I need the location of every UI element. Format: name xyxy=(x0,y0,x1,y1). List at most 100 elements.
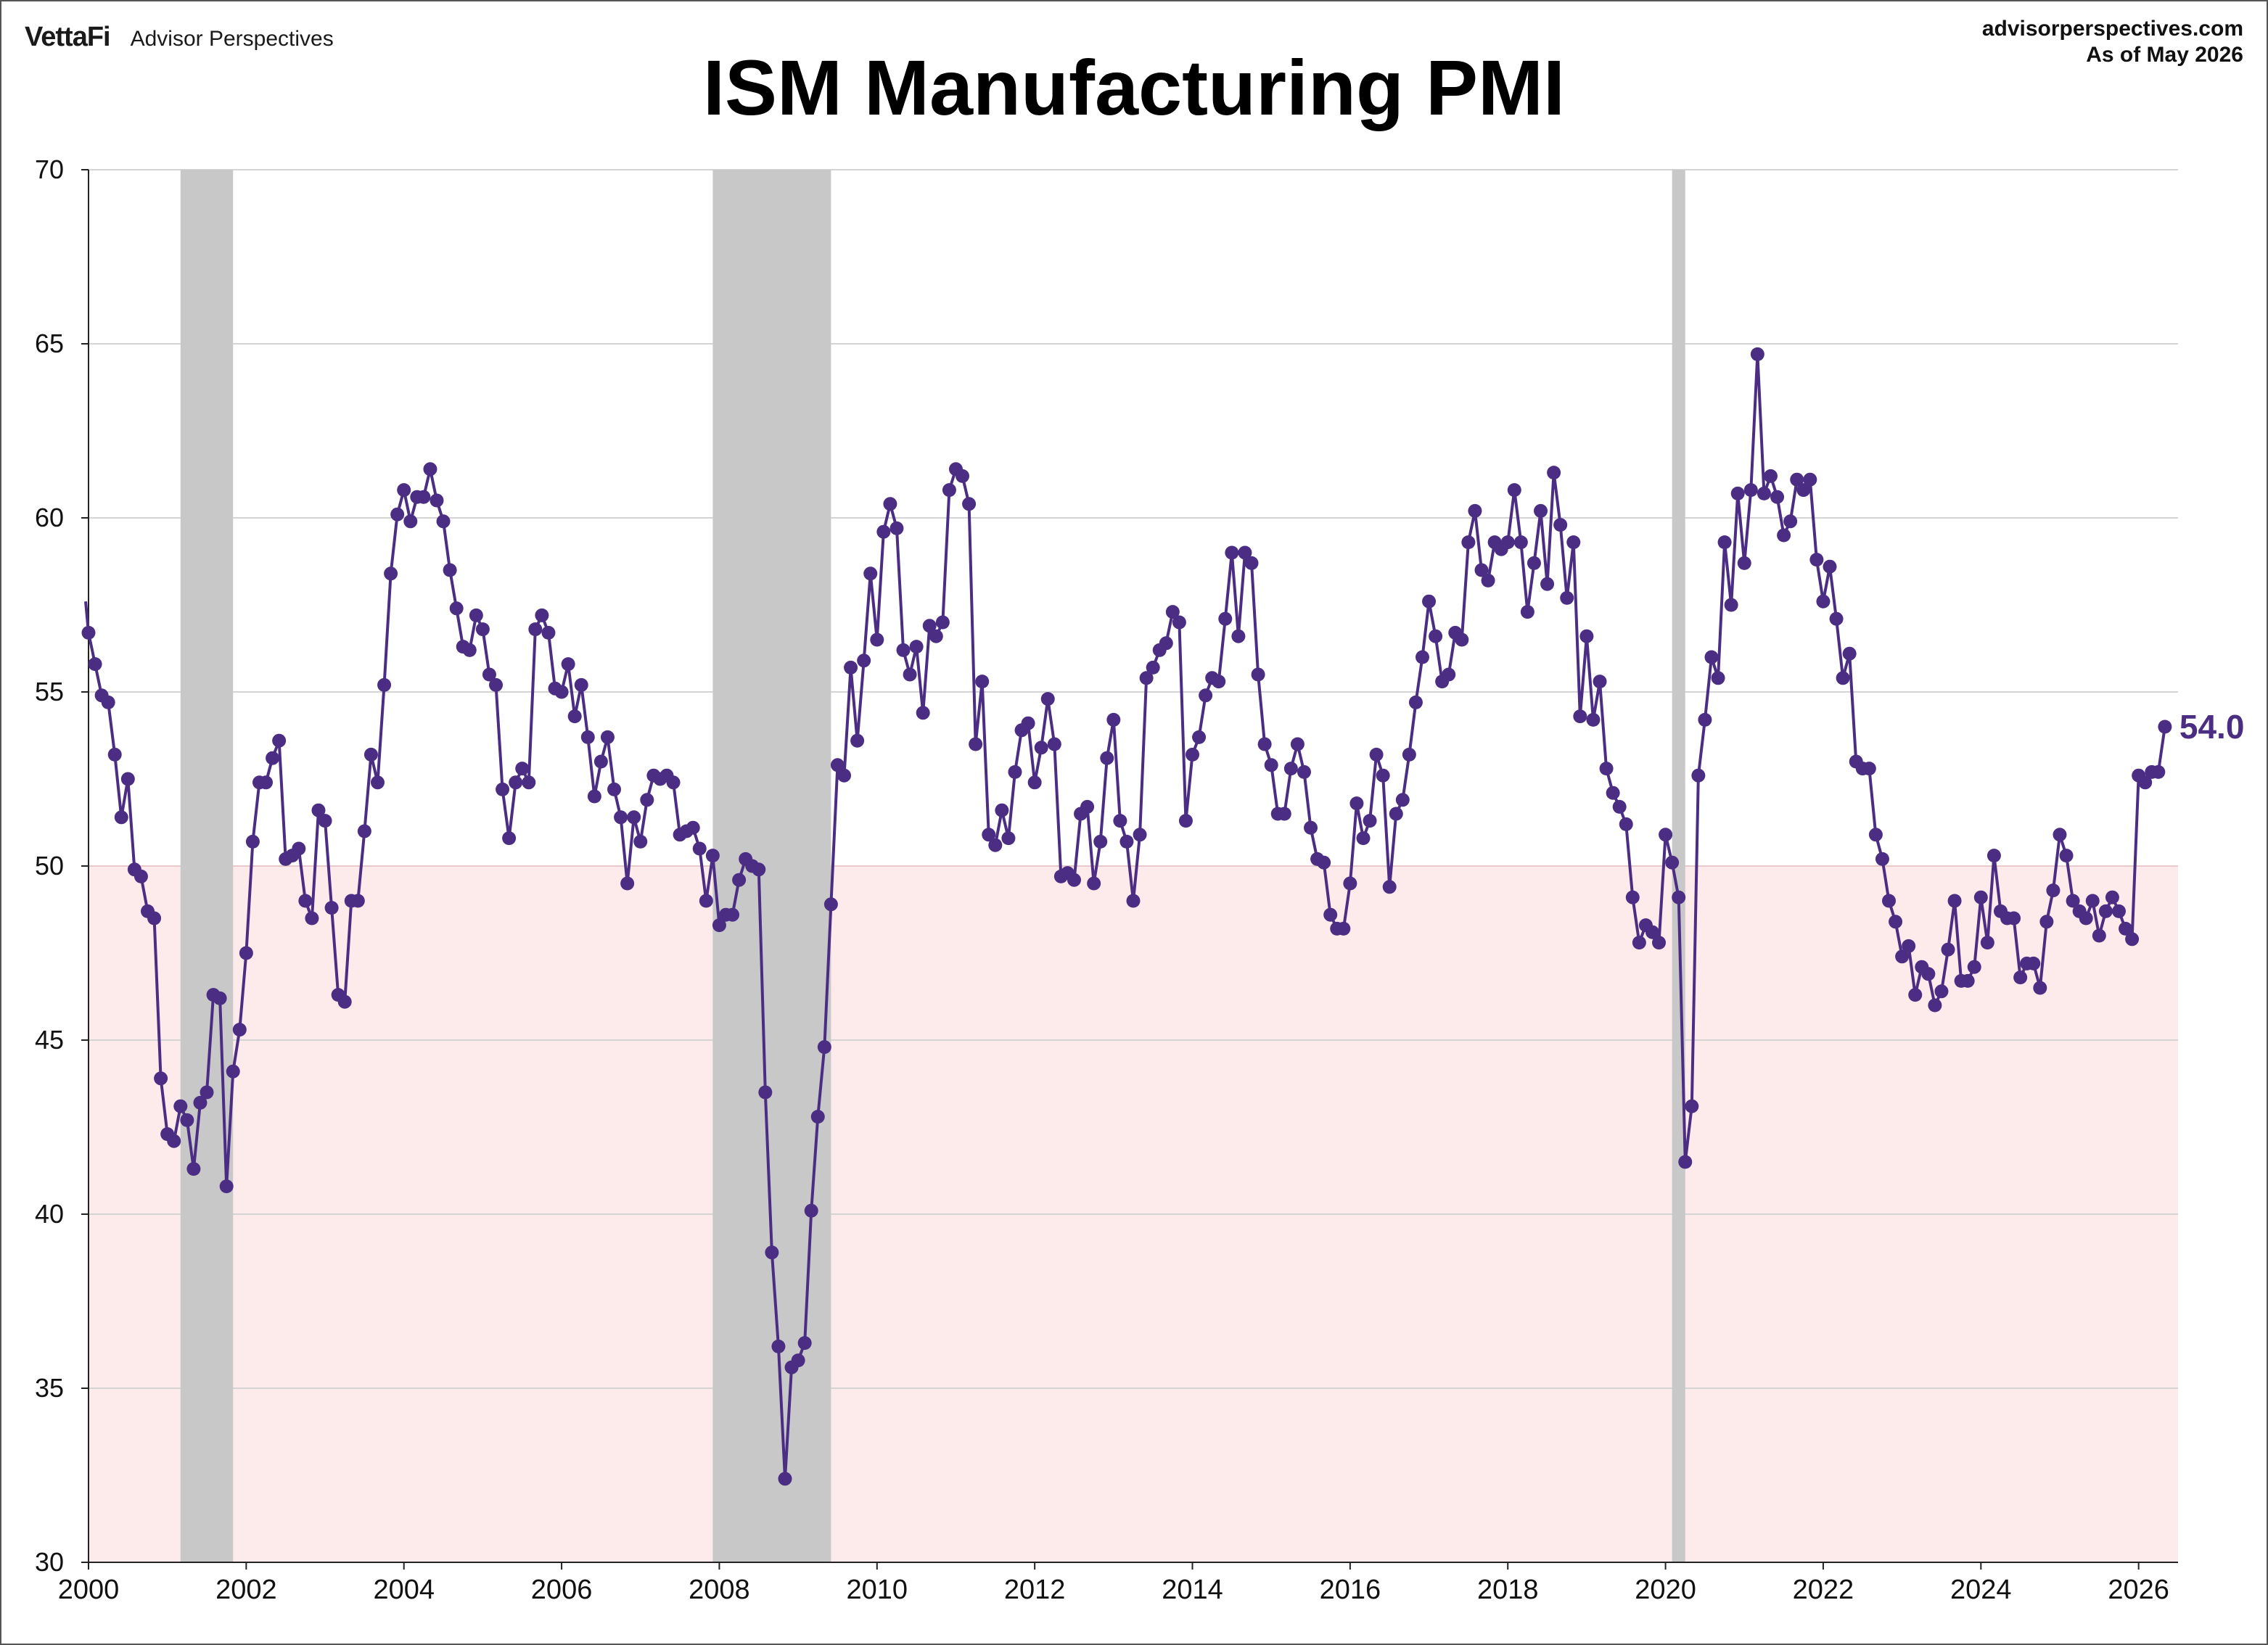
data-point xyxy=(1790,472,1804,487)
data-point xyxy=(778,1472,792,1486)
data-point xyxy=(509,775,523,790)
data-point xyxy=(1836,671,1850,685)
data-point xyxy=(797,1336,812,1351)
data-point xyxy=(962,497,977,511)
data-point xyxy=(1408,695,1423,709)
data-point xyxy=(1087,876,1101,891)
data-point xyxy=(1691,768,1706,783)
data-point xyxy=(2026,956,2041,970)
x-tick-label: 2010 xyxy=(847,1575,908,1605)
data-point xyxy=(482,667,496,682)
data-point xyxy=(120,772,135,786)
data-point xyxy=(1159,636,1173,651)
data-point xyxy=(1513,535,1528,550)
data-point xyxy=(823,897,838,912)
data-point xyxy=(1139,671,1154,685)
data-point xyxy=(916,706,930,720)
data-point xyxy=(1882,894,1897,908)
data-point xyxy=(1349,796,1364,811)
vettafi-logo: VettaFi xyxy=(25,22,111,52)
data-point xyxy=(627,810,641,825)
data-point xyxy=(850,733,865,748)
data-point xyxy=(995,803,1009,817)
data-point xyxy=(173,1099,188,1113)
data-point xyxy=(1724,598,1738,612)
x-tick-label: 2000 xyxy=(58,1575,120,1605)
data-point xyxy=(2039,915,2054,929)
x-tick-label: 2004 xyxy=(373,1575,435,1605)
data-point xyxy=(844,660,858,675)
data-point xyxy=(1455,632,1469,647)
data-point xyxy=(1172,615,1186,630)
data-point xyxy=(1047,737,1061,751)
data-point xyxy=(567,709,582,724)
data-point xyxy=(272,733,287,748)
x-tick-label: 2002 xyxy=(215,1575,277,1605)
data-point xyxy=(397,483,411,498)
data-point xyxy=(1816,594,1831,609)
data-point xyxy=(1119,834,1134,849)
data-point xyxy=(154,1071,168,1086)
data-point xyxy=(1021,716,1035,730)
data-point xyxy=(1165,605,1180,619)
data-point xyxy=(810,1110,825,1124)
data-point xyxy=(929,629,943,643)
data-point xyxy=(357,824,371,838)
data-point xyxy=(1586,712,1601,727)
data-point xyxy=(1382,880,1397,894)
data-point xyxy=(423,462,437,477)
data-point xyxy=(2059,849,2074,863)
y-tick-label: 70 xyxy=(35,154,64,184)
data-point xyxy=(1225,545,1239,560)
data-point xyxy=(1763,469,1778,483)
data-point xyxy=(1277,807,1291,821)
data-point xyxy=(239,946,253,960)
data-point xyxy=(2013,970,2028,985)
data-point xyxy=(1001,831,1016,846)
data-point xyxy=(692,841,707,856)
data-point xyxy=(969,737,983,751)
as-of-date: As of May 2026 xyxy=(2086,43,2243,67)
data-point xyxy=(1553,518,1568,532)
data-point xyxy=(1442,667,1456,682)
data-point xyxy=(370,775,385,790)
data-point xyxy=(686,820,700,835)
data-point xyxy=(1093,834,1108,849)
brand-name: Advisor Perspectives xyxy=(130,27,334,51)
data-point xyxy=(1717,535,1732,550)
data-point xyxy=(1527,556,1541,570)
data-point xyxy=(2046,883,2060,898)
data-point xyxy=(1343,876,1357,891)
data-point xyxy=(1973,890,1988,904)
data-point xyxy=(1251,667,1265,682)
data-point xyxy=(522,775,536,790)
data-point xyxy=(857,654,871,668)
data-point xyxy=(1967,960,1981,974)
data-point xyxy=(114,810,128,825)
data-point xyxy=(620,876,635,891)
data-point xyxy=(324,901,339,915)
x-tick-label: 2008 xyxy=(689,1575,750,1605)
recession-band xyxy=(712,170,831,1562)
data-point xyxy=(1297,764,1311,779)
data-point xyxy=(2085,894,2100,908)
data-point xyxy=(1842,646,1857,661)
data-point xyxy=(1323,907,1338,922)
data-point xyxy=(1737,556,1751,570)
data-point xyxy=(502,831,517,846)
data-point xyxy=(2105,890,2119,904)
x-tick-label: 2018 xyxy=(1477,1575,1539,1605)
data-point xyxy=(1645,925,1659,939)
data-point xyxy=(2007,911,2021,925)
data-point xyxy=(889,521,904,535)
x-tick-label: 2024 xyxy=(1950,1575,2012,1605)
data-point xyxy=(1757,486,1771,500)
data-point xyxy=(1672,890,1686,904)
data-point xyxy=(574,677,588,692)
data-point xyxy=(870,632,884,647)
data-point xyxy=(1422,594,1437,609)
data-point xyxy=(1750,347,1764,361)
data-point xyxy=(1547,466,1561,480)
data-point xyxy=(2066,894,2080,908)
data-point xyxy=(1606,786,1620,800)
